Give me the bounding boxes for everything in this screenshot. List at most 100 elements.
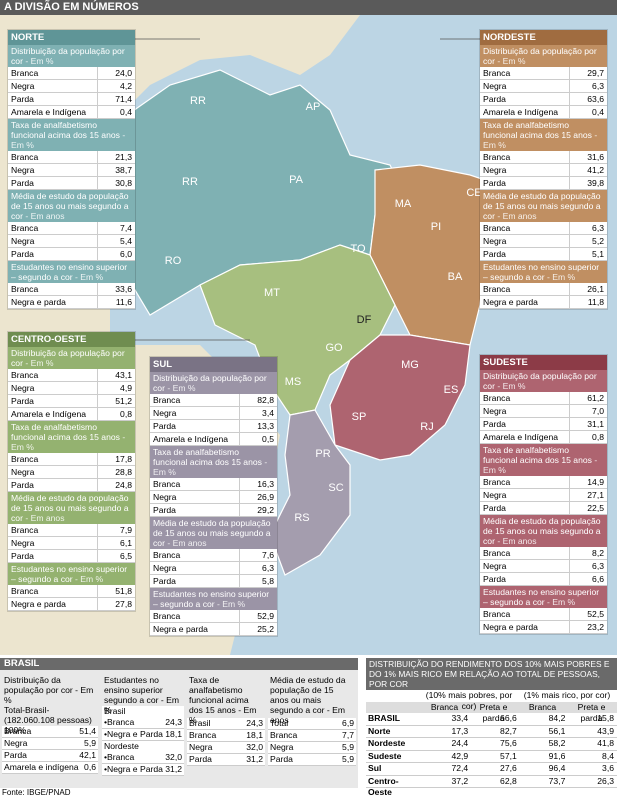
data-row: Branca 8,2 [480,547,607,560]
row-label: Branca [11,223,39,233]
data-row: Negra 5,9 [2,738,98,750]
page-title: A DIVISÃO EM NÚMEROS [0,0,617,15]
row-label: •Branca [104,752,135,762]
row-label: Parda [11,94,34,104]
cell-value: 73,7 [548,775,566,786]
data-row: Branca 21,3 [8,151,135,164]
row-value: 0,8 [569,431,607,443]
row-label: Negra [483,236,507,246]
row-value: 25,2 [239,623,277,635]
row-value: 51,2 [97,395,135,407]
data-row: Amarela e Indígena 0,8 [480,431,607,444]
data-row: BRASIL 33,4 66,6 84,2 15,8 [366,713,617,726]
data-row: Branca 31,6 [480,151,607,164]
section-title: Estudantes no ensino superior – segundo … [8,563,135,585]
row-value: 32,0 [165,752,182,762]
row-value: 7,7 [342,730,354,740]
row-label: Negra [4,738,28,748]
section-unit: - Em % [164,383,196,393]
row-value: 26,9 [239,491,277,503]
data-row: Negra 26,9 [150,491,277,504]
row-value: 18,1 [246,730,263,740]
row-value: 6,3 [239,562,277,574]
row-value: 5,9 [342,754,354,764]
state-label: MT [264,287,280,299]
section-title: Taxa de analfabetismo funcional acima do… [480,119,607,151]
row-label: Branca [11,525,39,535]
data-row: Parda 31,1 [480,418,607,431]
row-value: 31,2 [246,754,263,764]
state-label: AP [306,101,321,113]
row-value: 6,5 [97,550,135,562]
region-panel: NORTE Distribuição da população por cor -… [8,30,135,309]
row-label: Parda [4,750,27,760]
row-label: Branca [270,730,298,740]
row-label: Nordeste [368,738,406,748]
row-label: Branca [483,68,511,78]
data-row: Negra 6,1 [8,537,135,550]
section-title: Taxa de analfabetismo funcional acima do… [150,446,277,478]
row-value: 5,4 [97,235,135,247]
section-title: Distribuição da população por cor - Em % [8,45,135,67]
section-name: Média de estudo da população de 15 anos … [153,518,271,548]
section-title: Média de estudo da população de 15 anos … [480,515,607,547]
data-row: Branca 6,3 [480,222,607,235]
column-title: Distribuição da população por cor - Em %… [2,674,98,735]
row-label: Branca [483,548,511,558]
data-row: Negra 4,2 [8,80,135,93]
data-row: Negra 5,9 [268,742,356,754]
row-label: Negra [270,742,294,752]
data-row: Negra e parda 11,6 [8,296,135,309]
cell-value: 3,6 [602,763,614,773]
data-row: Negra 27,1 [480,489,607,502]
group-header: (10% mais pobres, por cor) (1% mais rico,… [366,690,617,711]
section-unit: - Em % [494,381,526,391]
row-label: Branca [11,586,39,596]
cell-value: 58,2 [548,738,566,748]
section-unit: - Em anos [494,211,537,221]
row-label: Branca [483,152,511,162]
row-value: 6,3 [569,222,607,234]
data-row: Parda 42,1 [2,750,98,762]
row-value: 51,8 [97,585,135,597]
data-row: Negra 32,0 [187,742,265,754]
row-value: 6,0 [97,248,135,260]
cell-value: 15,8 [597,713,614,723]
column-name: Média de estudo da população de 15 anos … [270,675,346,715]
section-unit: - Em anos [164,538,207,548]
row-label: Negra [11,165,35,175]
row-label: Branca [483,609,511,619]
row-label: Sudeste [368,750,402,761]
row-label: Negra [153,563,177,573]
data-row: Negra e parda 25,2 [150,623,277,636]
section-unit: - Em % [494,56,526,66]
section-name: Estudantes no ensino superior – segundo … [483,262,600,282]
row-value: 7,9 [97,524,135,536]
section-title: Taxa de analfabetismo funcional acima do… [480,444,607,476]
row-label: Negra e parda [153,624,208,634]
data-row: Branca 33,6 [8,283,135,296]
section-name: Taxa de analfabetismo funcional acima do… [483,120,592,140]
row-value: 23,2 [569,621,607,633]
map-labels: RR AP RR PA MA CE PI BA TO MT RO DF GO MS MG ES SP RJ PR SC… [165,95,482,524]
section-name: Distribuição da população por cor [11,46,125,66]
data-row: Negra 7,0 [480,405,607,418]
spacer [366,702,420,713]
region-panel: NORDESTE Distribuição da população por co… [480,30,607,309]
row-label: Negra [483,81,507,91]
brasil-column: Média de estudo da população de 15 anos … [268,674,356,766]
row-value: 24,0 [97,67,135,79]
state-label: GO [325,342,343,354]
state-label: PR [315,448,330,460]
row-label: Negra [11,81,35,91]
data-row: Centro-Oeste 37,2 62,8 73,7 26,3 [366,775,617,797]
row-label: Amarela e Indígena [153,434,229,444]
row-value: 42,1 [79,750,96,760]
data-row: Norte 17,3 82,7 56,1 43,9 [366,726,617,738]
data-row: Branca 14,9 [480,476,607,489]
row-label: Parda [11,249,34,259]
row-value: 21,3 [97,151,135,163]
row-label: Branca [483,393,511,403]
section-name: Taxa de analfabetismo funcional acima do… [11,422,120,442]
row-value: 82,8 [239,394,277,406]
